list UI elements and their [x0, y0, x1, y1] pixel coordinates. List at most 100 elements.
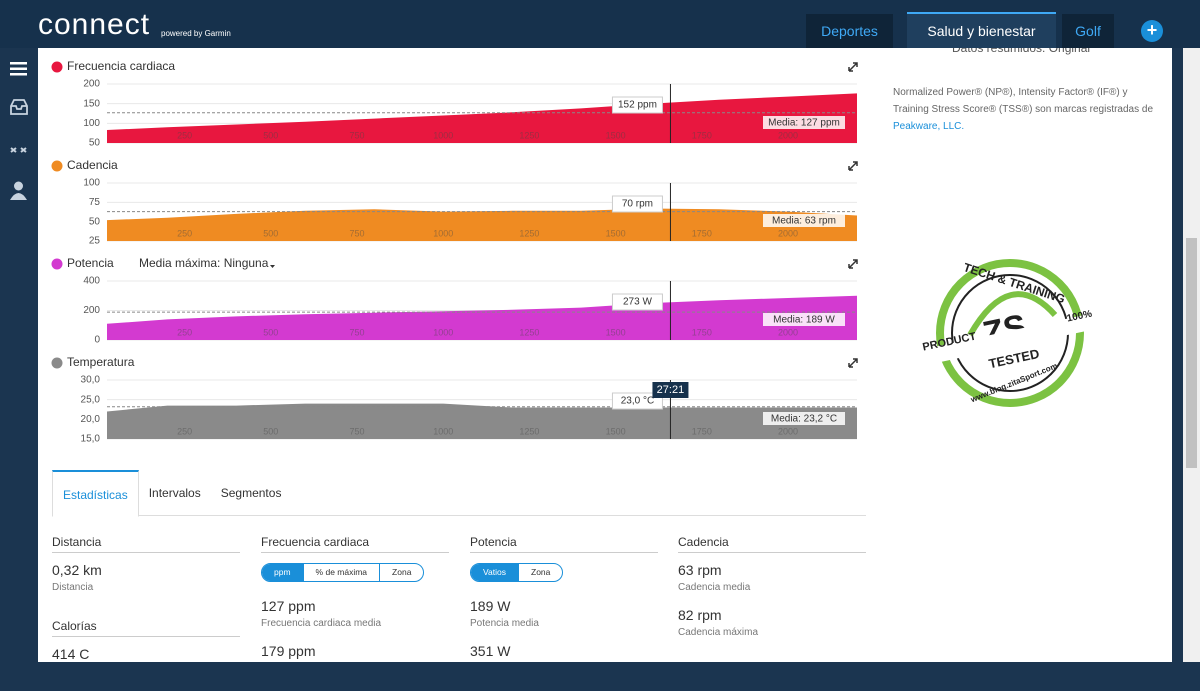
nav-tab[interactable]: Salud y bienestar [907, 12, 1056, 48]
x-tick-label: 250 [177, 228, 192, 238]
stat-item: 189 W Potencia media [470, 598, 658, 643]
stat-value: 0,32 km [52, 562, 102, 578]
x-tick-label: 1500 [606, 426, 626, 436]
average-box [763, 313, 845, 326]
average-label: Media: 127 ppm [768, 118, 840, 129]
powered-by: powered by Garmin [161, 29, 231, 38]
x-tick-label: 500 [263, 130, 278, 140]
y-tick-label: 25 [89, 236, 101, 247]
x-tick-label: 250 [177, 426, 192, 436]
link[interactable]: Peakware, LLC. [893, 121, 965, 132]
stat-value: 189 W [470, 598, 511, 614]
stat-label: Cadencia máxima [678, 627, 759, 638]
average-label: Media: 23,2 °C [771, 414, 837, 425]
toggle-option[interactable]: Zona [518, 564, 562, 581]
toggle-option[interactable]: Zona [379, 564, 423, 581]
stat-value: 63 rpm [678, 562, 722, 578]
menu-icon[interactable] [10, 62, 27, 76]
stat-item: 63 rpm Cadencia media [678, 562, 866, 607]
y-tick-label: 30,0 [81, 375, 101, 386]
x-tick-label: 750 [349, 228, 364, 238]
chart-title: Frecuencia cardiaca [67, 59, 175, 73]
add-button[interactable]: + [1141, 20, 1163, 42]
average-box [763, 116, 845, 129]
tab[interactable]: Estadísticas [52, 470, 139, 517]
y-tick-label: 100 [83, 178, 100, 189]
x-tick-label: 1500 [606, 327, 626, 337]
y-tick-label: 50 [89, 138, 101, 149]
x-tick-label: 1500 [606, 130, 626, 140]
dropdown-caret[interactable] [270, 265, 275, 268]
data-area [107, 93, 857, 143]
stat-value: 414 C [52, 646, 90, 662]
x-tick-label: 1250 [519, 426, 539, 436]
stat-value: 127 ppm [261, 598, 316, 614]
legend-dot [51, 258, 63, 270]
badge-swoosh [967, 291, 1058, 337]
toggle-option[interactable]: ppm [262, 564, 303, 581]
stat-value: 179 ppm [261, 643, 316, 659]
power-filter[interactable]: Media máxima: Ninguna [139, 256, 269, 270]
legend-dot [51, 357, 63, 369]
devices-icon[interactable] [10, 147, 27, 153]
stat-value: 351 W [470, 643, 511, 659]
scrollbar[interactable] [1183, 48, 1200, 662]
scroll-thumb[interactable] [1186, 238, 1197, 468]
stat-item: 127 ppm Frecuencia cardiaca media [261, 598, 449, 643]
y-tick-label: 400 [83, 276, 100, 287]
stat-item: 179 ppm [261, 643, 449, 688]
stat-label: Distancia [52, 582, 94, 593]
badge-band [915, 311, 1105, 367]
y-tick-label: 150 [83, 98, 100, 109]
toggle-option[interactable]: % de máxima [302, 564, 380, 581]
tab[interactable]: Segmentos [220, 486, 282, 500]
expand-icon[interactable] [848, 259, 858, 269]
chart-title: Temperatura [67, 355, 135, 369]
data-area [107, 295, 857, 340]
y-tick-label: 200 [83, 305, 100, 316]
y-tick-label: 0 [94, 335, 100, 346]
page: Datos resumidos: Original connect powere… [0, 8, 1200, 675]
stat-heading: Frecuencia cardiaca [261, 535, 449, 553]
x-tick-label: 2000 [778, 228, 798, 238]
tab[interactable]: Intervalos [148, 486, 201, 500]
chart-title: Potencia [67, 256, 114, 270]
legend-dot [51, 160, 63, 172]
inbox-icon[interactable] [10, 99, 28, 115]
x-tick-label: 1000 [433, 228, 453, 238]
nav-tab[interactable]: Golf [1062, 14, 1114, 48]
toggle-option[interactable]: Vatios [471, 564, 518, 581]
trademark-note: Normalized Power® (NP®), Intensity Facto… [893, 84, 1153, 135]
cursor-label: 70 rpm [622, 199, 653, 210]
time-box [652, 382, 689, 398]
cursor-box [611, 96, 663, 114]
expand-icon[interactable] [848, 161, 858, 171]
stat-label: Potencia media [470, 618, 539, 629]
stat-column: Distancia 0,32 km Distancia Calorías 414 C [52, 535, 240, 691]
x-tick-label: 1750 [692, 130, 712, 140]
cursor-box [611, 293, 663, 311]
bottom-bar [0, 662, 1200, 675]
cursor-box [611, 392, 663, 410]
x-tick-label: 1250 [519, 228, 539, 238]
stat-heading: Calorías [52, 619, 240, 637]
y-tick-label: 15,0 [81, 434, 101, 445]
y-tick-label: 50 [89, 216, 101, 227]
x-tick-label: 1000 [433, 130, 453, 140]
x-tick-label: 250 [177, 130, 192, 140]
stat-column: Frecuencia cardiaca ppm% de máxima Zona 127… [261, 535, 449, 688]
expand-icon[interactable] [848, 62, 858, 72]
badge: TECH & TRAINING ZS PRODUCT 100% TESTED w… [915, 259, 1105, 407]
x-tick-label: 2000 [778, 130, 798, 140]
profile-icon[interactable] [10, 181, 27, 201]
y-tick-label: 200 [83, 79, 100, 90]
x-tick-label: 250 [177, 327, 192, 337]
stat-item: 351 W [470, 643, 658, 688]
logo[interactable]: connect [38, 8, 151, 41]
average-box [763, 412, 845, 425]
nav-tab[interactable]: Deportes [806, 14, 893, 48]
average-label: Media: 189 W [773, 315, 835, 326]
expand-icon[interactable] [848, 358, 858, 368]
sidebar [10, 62, 28, 201]
